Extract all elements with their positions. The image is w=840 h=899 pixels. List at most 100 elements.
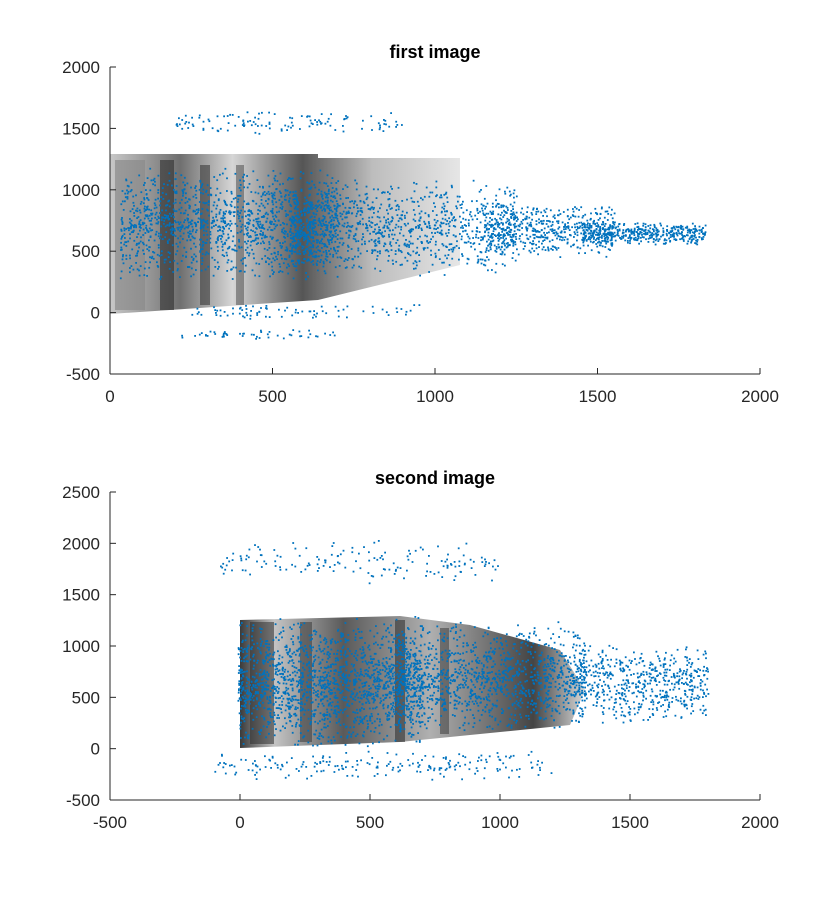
scatter-point bbox=[383, 123, 386, 125]
scatter-point bbox=[590, 234, 592, 237]
scatter-point bbox=[228, 227, 230, 230]
scatter-point bbox=[331, 214, 333, 217]
scatter-point bbox=[121, 223, 124, 225]
scatter-point bbox=[313, 222, 316, 225]
scatter-point bbox=[323, 224, 326, 227]
scatter-point bbox=[616, 229, 619, 231]
scatter-point bbox=[371, 216, 374, 219]
scatter-point bbox=[193, 242, 195, 245]
scatter-point bbox=[673, 236, 675, 238]
scatter-point bbox=[613, 223, 616, 226]
scatter-point bbox=[299, 177, 302, 180]
scatter-point bbox=[412, 262, 415, 265]
scatter-point bbox=[239, 624, 242, 627]
scatter-point bbox=[376, 685, 379, 687]
scatter-point bbox=[548, 240, 551, 243]
scatter-point bbox=[387, 640, 390, 643]
scatter-point bbox=[291, 249, 293, 252]
scatter-point bbox=[400, 251, 403, 254]
scatter-point bbox=[316, 200, 319, 203]
scatter-point bbox=[340, 680, 343, 683]
scatter-point bbox=[287, 178, 289, 181]
scatter-point bbox=[261, 226, 263, 229]
scatter-point bbox=[217, 236, 219, 239]
scatter-point bbox=[241, 695, 244, 698]
scatter-point bbox=[311, 637, 313, 640]
scatter-point bbox=[365, 185, 368, 188]
scatter-point bbox=[362, 119, 364, 122]
scatter-point bbox=[176, 125, 179, 127]
scatter-point bbox=[200, 219, 203, 222]
scatter-point bbox=[247, 644, 250, 647]
scatter-point bbox=[269, 696, 271, 699]
scatter-point bbox=[274, 175, 277, 177]
scatter-point bbox=[532, 230, 535, 232]
scatter-point bbox=[633, 228, 636, 231]
scatter-point bbox=[282, 242, 284, 244]
scatter-point bbox=[320, 650, 323, 653]
scatter-point bbox=[166, 240, 169, 243]
scatter-point bbox=[207, 265, 210, 268]
scatter-point bbox=[242, 206, 244, 209]
scatter-point bbox=[323, 245, 326, 248]
scatter-point bbox=[312, 687, 314, 689]
scatter-point bbox=[294, 714, 297, 717]
scatter-point bbox=[178, 117, 180, 120]
scatter-point bbox=[129, 271, 131, 274]
scatter-point bbox=[502, 234, 505, 236]
scatter-point bbox=[508, 219, 510, 221]
scatter-point bbox=[238, 238, 240, 241]
scatter-point bbox=[282, 682, 285, 685]
scatter-point bbox=[268, 258, 271, 260]
scatter-point bbox=[371, 222, 374, 224]
scatter-point bbox=[669, 240, 671, 243]
scatter-point bbox=[129, 254, 131, 257]
scatter-point bbox=[625, 235, 627, 237]
scatter-point bbox=[326, 194, 328, 197]
scatter-point bbox=[245, 242, 248, 245]
scatter-point bbox=[240, 225, 243, 228]
scatter-point bbox=[130, 227, 132, 230]
scatter-point bbox=[287, 272, 290, 275]
scatter-point bbox=[693, 232, 696, 234]
scatter-point bbox=[288, 650, 291, 652]
scatter-point bbox=[448, 264, 451, 266]
scatter-point bbox=[601, 206, 603, 209]
scatter-point bbox=[522, 241, 525, 244]
scatter-point bbox=[645, 238, 647, 241]
scatter-point bbox=[215, 207, 218, 210]
scatter-point bbox=[326, 199, 329, 202]
scatter-point bbox=[418, 212, 421, 215]
scatter-point bbox=[302, 261, 305, 264]
scatter-point bbox=[325, 695, 328, 697]
scatter-point bbox=[677, 230, 680, 233]
scatter-point bbox=[368, 688, 371, 690]
scatter-point bbox=[557, 227, 560, 230]
scatter-point bbox=[292, 263, 295, 266]
scatter-point bbox=[269, 721, 271, 724]
scatter-point bbox=[649, 224, 652, 227]
scatter-point bbox=[592, 221, 595, 223]
scatter-point bbox=[176, 250, 179, 252]
scatter-point bbox=[289, 234, 292, 237]
scatter-point bbox=[535, 223, 538, 226]
scatter-point bbox=[308, 227, 311, 229]
scatter-point bbox=[167, 251, 170, 254]
scatter-point bbox=[237, 653, 240, 656]
scatter-point bbox=[580, 206, 583, 209]
scatter-point bbox=[301, 708, 304, 711]
scatter-point bbox=[300, 633, 302, 636]
scatter-point bbox=[688, 238, 691, 240]
scatter-point bbox=[160, 254, 163, 256]
scatter-point bbox=[209, 187, 212, 189]
scatter-point bbox=[578, 252, 580, 255]
scatter-point bbox=[205, 221, 207, 224]
scatter-point bbox=[359, 200, 362, 202]
scatter-point bbox=[557, 214, 559, 217]
scatter-point bbox=[503, 239, 506, 241]
scatter-point bbox=[163, 220, 166, 222]
scatter-point bbox=[267, 190, 270, 193]
scatter-point bbox=[268, 316, 271, 318]
scatter-point bbox=[334, 694, 337, 697]
scatter-point bbox=[156, 253, 159, 256]
